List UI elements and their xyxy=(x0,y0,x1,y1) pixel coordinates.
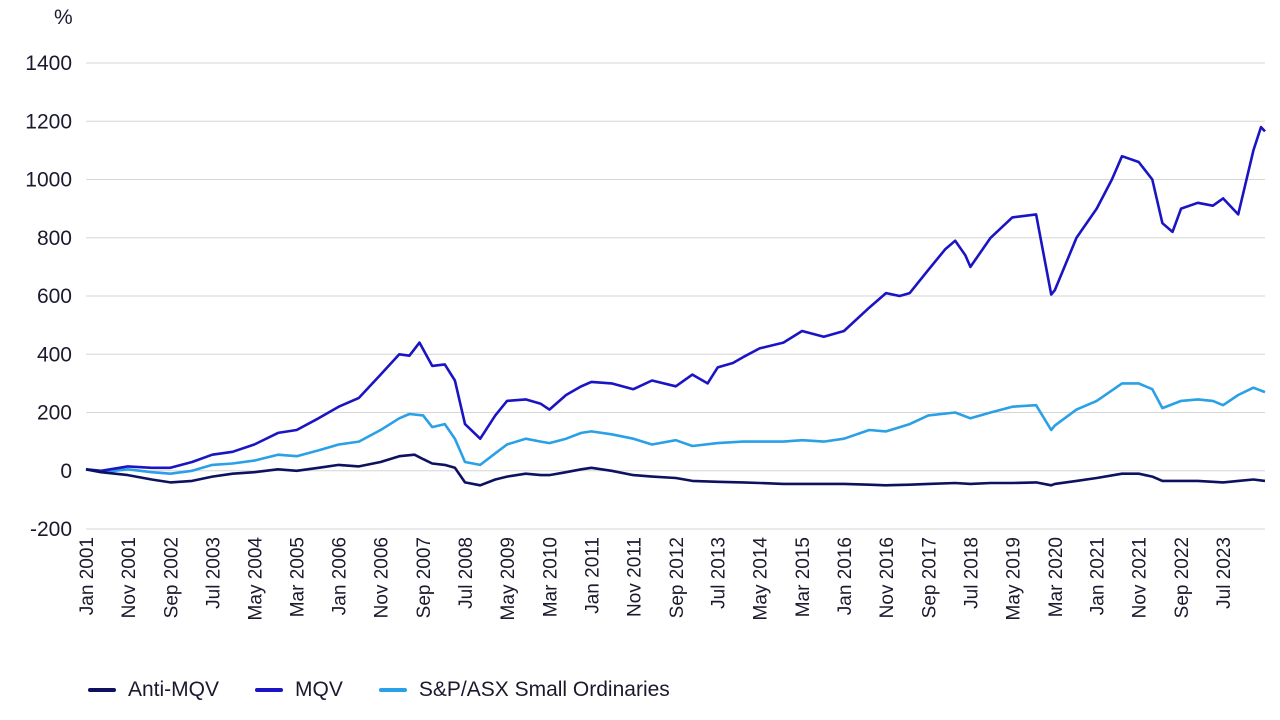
x-tick-label: Nov 2021 xyxy=(1130,537,1151,618)
series-lines xyxy=(85,125,1266,487)
x-tick-label: Nov 2016 xyxy=(877,537,898,618)
y-axis-ticks: -200 0 200 400 600 800 1000 1200 1400 xyxy=(25,52,72,541)
x-tick-label: Jul 2018 xyxy=(961,537,982,609)
legend-label: Anti-MQV xyxy=(128,678,220,701)
x-tick-label: Nov 2001 xyxy=(119,537,140,618)
x-tick-label: May 2004 xyxy=(245,537,266,621)
x-tick-label: Nov 2006 xyxy=(372,537,393,618)
series-line-s-p-asx-small-ordinaries xyxy=(85,382,1266,475)
x-axis-ticks: Jan 2001 Nov 2001 Sep 2002 Jul 2003 May 2004… xyxy=(77,537,1235,621)
legend-item: MQV xyxy=(255,678,343,702)
x-tick-label: Mar 2015 xyxy=(793,537,814,617)
x-tick-label: Sep 2017 xyxy=(919,537,940,618)
x-tick-label: Jan 2001 xyxy=(77,537,98,615)
x-tick-label: Jul 2023 xyxy=(1214,537,1235,609)
y-tick-label: -200 xyxy=(30,518,72,541)
x-tick-label: May 2009 xyxy=(498,537,519,620)
legend: Anti-MQV MQV S&P/ASX Small Ordinaries xyxy=(88,678,670,702)
x-tick-label: Sep 2002 xyxy=(161,537,182,618)
y-tick-label: 400 xyxy=(37,343,72,366)
x-tick-label: Jan 2021 xyxy=(1088,537,1109,615)
y-axis-unit-label: % xyxy=(54,6,73,29)
y-tick-label: 600 xyxy=(37,285,72,308)
x-tick-label: Sep 2007 xyxy=(414,537,435,618)
y-tick-label: 1200 xyxy=(25,110,72,133)
x-tick-label: Jan 2006 xyxy=(330,537,351,615)
series-line-anti-mqv xyxy=(85,453,1266,487)
legend-swatch xyxy=(255,688,284,692)
y-tick-label: 0 xyxy=(60,460,72,483)
x-tick-label: Jul 2008 xyxy=(456,537,477,609)
x-tick-label: May 2019 xyxy=(1003,537,1024,620)
y-tick-label: 800 xyxy=(37,227,72,250)
legend-swatch xyxy=(378,688,407,692)
y-tick-label: 1400 xyxy=(25,52,72,75)
legend-label: MQV xyxy=(295,678,343,701)
legend-item: Anti-MQV xyxy=(88,678,219,702)
x-tick-label: Nov 2011 xyxy=(624,537,645,617)
y-tick-label: 200 xyxy=(37,402,72,425)
x-tick-label: Jan 2011 xyxy=(582,537,603,614)
x-tick-label: Mar 2020 xyxy=(1046,537,1067,617)
legend-swatch xyxy=(88,688,116,692)
x-tick-label: Jul 2013 xyxy=(709,537,730,609)
x-tick-label: Sep 2012 xyxy=(667,537,688,618)
series-line-mqv xyxy=(85,125,1266,473)
y-tick-label: 1000 xyxy=(25,169,72,192)
x-tick-label: Mar 2010 xyxy=(540,537,561,617)
x-tick-label: Mar 2005 xyxy=(288,537,309,617)
legend-label: S&P/ASX Small Ordinaries xyxy=(418,678,670,701)
x-tick-label: Sep 2022 xyxy=(1172,537,1193,618)
x-tick-label: May 2014 xyxy=(751,537,772,621)
x-tick-label: Jul 2003 xyxy=(203,537,224,609)
legend-item: S&P/ASX Small Ordinaries xyxy=(378,678,670,702)
x-tick-label: Jan 2016 xyxy=(835,537,856,615)
